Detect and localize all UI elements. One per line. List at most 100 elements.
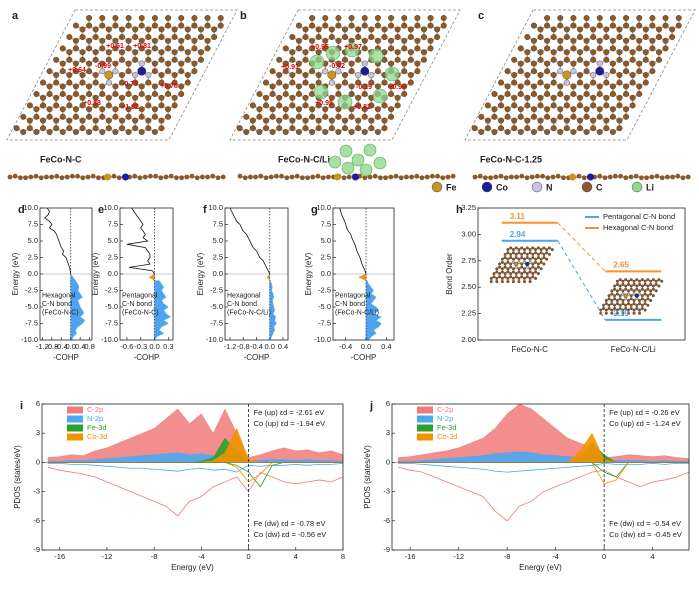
atom xyxy=(590,125,597,132)
atom xyxy=(613,287,617,291)
atom xyxy=(629,79,636,86)
legend-label: Fe-3d xyxy=(87,423,107,432)
atom xyxy=(289,49,296,56)
atom xyxy=(197,56,204,63)
atom xyxy=(570,60,577,67)
atom xyxy=(171,34,178,41)
atom xyxy=(649,292,653,296)
atom xyxy=(309,45,316,52)
atom xyxy=(523,251,527,255)
charge-label: +0.81 xyxy=(133,43,151,50)
atom xyxy=(530,113,537,120)
connector xyxy=(557,222,606,272)
atom xyxy=(649,22,656,29)
atom xyxy=(151,83,158,90)
atom xyxy=(545,248,549,252)
atom xyxy=(355,34,362,41)
atom xyxy=(635,287,639,291)
atom xyxy=(348,60,355,67)
atom xyxy=(138,128,145,135)
atom xyxy=(506,270,510,274)
atom xyxy=(165,83,172,90)
atom xyxy=(394,26,401,33)
atom xyxy=(151,106,158,113)
atom xyxy=(534,248,538,252)
atom xyxy=(635,306,639,310)
atom xyxy=(525,261,530,267)
atom xyxy=(643,279,647,283)
atom xyxy=(517,128,524,135)
side-atom xyxy=(148,173,153,179)
atom xyxy=(649,60,656,67)
atom xyxy=(609,22,616,29)
atom xyxy=(523,270,527,274)
atom xyxy=(335,37,342,44)
atom xyxy=(517,280,521,284)
atom xyxy=(132,79,139,86)
atom xyxy=(590,56,597,63)
annotation: Fe (up) εd = -2.61 eV xyxy=(254,408,325,417)
atom xyxy=(523,276,527,280)
side-atom xyxy=(550,174,556,180)
atom xyxy=(484,117,491,124)
atom xyxy=(478,113,485,120)
atom xyxy=(534,251,538,255)
side-atom xyxy=(111,173,117,179)
atom xyxy=(158,94,165,101)
x-axis-label: Energy (eV) xyxy=(519,563,562,572)
atom xyxy=(158,26,165,33)
atom xyxy=(577,79,584,86)
plot-frame xyxy=(477,207,686,341)
atom xyxy=(537,49,544,56)
y-tick-label: 5.0 xyxy=(28,236,38,245)
side-atom xyxy=(194,175,200,181)
atom xyxy=(599,308,603,312)
atom xyxy=(511,71,518,78)
atom xyxy=(503,275,507,279)
atom xyxy=(414,45,421,52)
atom xyxy=(655,56,662,63)
atom xyxy=(86,22,93,29)
atom xyxy=(654,289,658,293)
atom xyxy=(517,68,524,75)
side-atom xyxy=(383,175,388,181)
atom xyxy=(368,34,375,41)
x-tick-label: 0.8 xyxy=(84,342,94,351)
side-atom xyxy=(310,174,316,180)
atom xyxy=(495,267,499,271)
atom xyxy=(243,128,250,135)
atom xyxy=(335,128,342,135)
atom xyxy=(401,45,408,52)
atom xyxy=(636,37,643,44)
atom xyxy=(132,117,139,124)
atom xyxy=(59,45,66,52)
x-tick-label: -8 xyxy=(151,552,158,561)
atom xyxy=(498,125,505,132)
side-atom xyxy=(28,174,34,180)
atom xyxy=(388,90,395,97)
atom xyxy=(491,113,498,120)
cohp-area xyxy=(269,280,277,341)
atom xyxy=(646,278,650,282)
atom xyxy=(506,280,510,284)
side-atom-fe xyxy=(569,173,576,181)
side-atom xyxy=(248,174,253,180)
atom xyxy=(99,37,106,44)
atom xyxy=(53,125,60,132)
atom xyxy=(514,261,519,267)
atom xyxy=(178,14,185,21)
atom xyxy=(500,280,504,284)
side-atom xyxy=(274,173,279,179)
atom xyxy=(640,294,644,298)
atom xyxy=(302,94,309,101)
atom xyxy=(624,284,628,288)
side-atom xyxy=(184,174,190,180)
y-tick-label: 3 xyxy=(386,428,390,437)
atom xyxy=(112,113,119,120)
atom xyxy=(217,22,224,29)
x-tick-label: -8 xyxy=(504,552,511,561)
atom xyxy=(539,267,543,271)
atom xyxy=(327,70,337,80)
annotation: Co (dw) εd = -0.56 eV xyxy=(254,530,327,539)
atom xyxy=(629,34,636,41)
